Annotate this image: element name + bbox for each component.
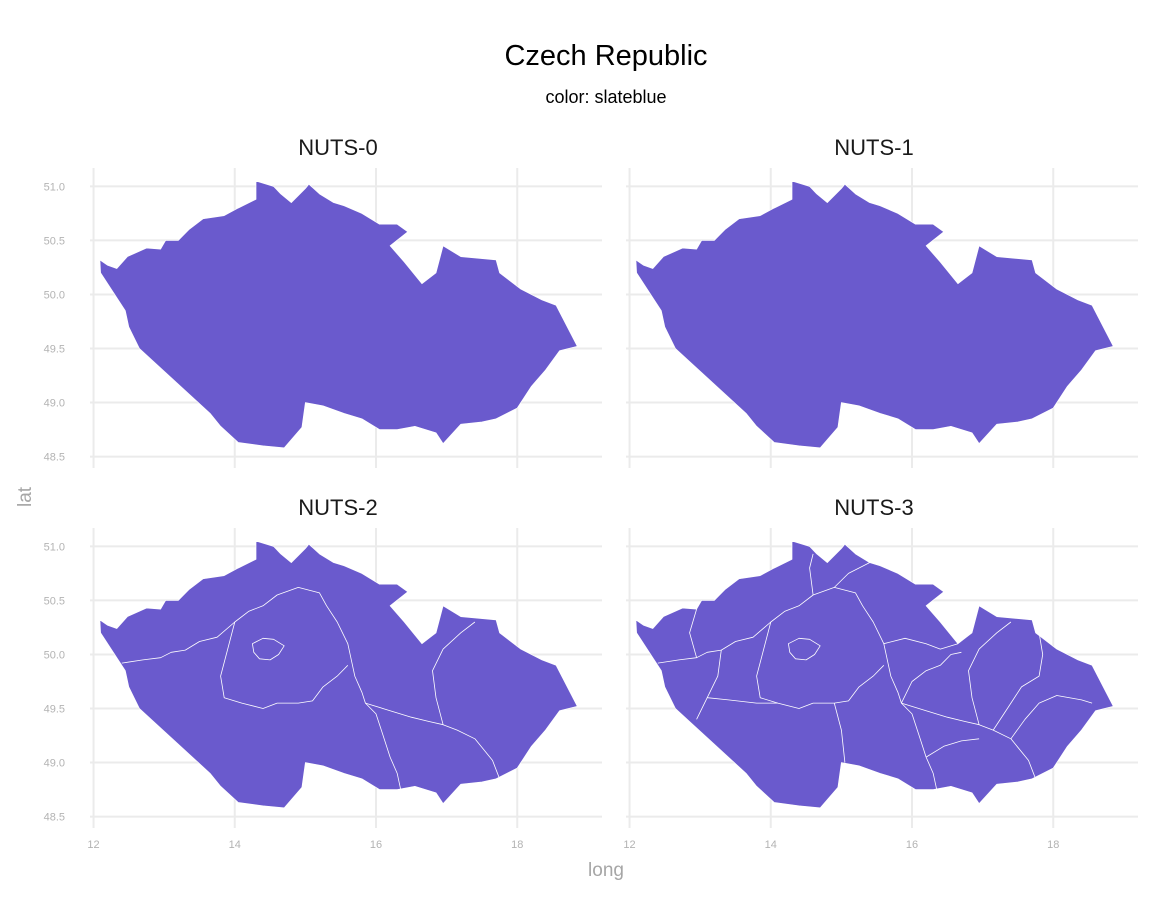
facet-panel-nuts-3: NUTS-3 12 14 16 18 — [623, 495, 1138, 851]
chart-title: Czech Republic — [504, 40, 707, 72]
x-tick-label: 14 — [765, 839, 777, 851]
y-tick-label: 51.0 — [44, 181, 65, 193]
y-tick-label: 48.5 — [44, 812, 65, 824]
subregion-border — [883, 637, 959, 650]
subregion-border — [689, 608, 697, 658]
region-border — [657, 587, 938, 790]
x-tick-label: 18 — [1047, 839, 1059, 851]
facet-panel-nuts-2: NUTS-2 48.5 49.0 49.5 50.0 50.5 51.0 12 14 16 18 — [44, 495, 602, 851]
y-tick-label: 50.0 — [44, 649, 65, 661]
subregion-border — [1010, 695, 1093, 740]
x-tick-label: 12 — [623, 839, 635, 851]
x-tick-label: 16 — [370, 839, 382, 851]
subregion-border — [992, 632, 1044, 731]
region-border — [968, 621, 1012, 725]
facet-strip-label: NUTS-2 — [298, 495, 377, 520]
y-tick-label: 50.0 — [44, 289, 65, 301]
x-tick-label: 12 — [87, 839, 99, 851]
facet-strip-label: NUTS-3 — [834, 495, 913, 520]
country-region — [99, 180, 578, 449]
y-tick-label: 49.0 — [44, 758, 65, 770]
country-region — [635, 180, 1114, 449]
chart-subtitle: color: slateblue — [545, 87, 666, 107]
x-tick-label: 14 — [229, 839, 241, 851]
subregion-border — [925, 738, 980, 758]
prague-boundary — [788, 637, 821, 661]
x-tick-label: 16 — [906, 839, 918, 851]
region-border — [432, 621, 476, 725]
y-tick-label: 49.5 — [44, 344, 65, 356]
facet-strip-label: NUTS-1 — [834, 135, 913, 160]
region-border — [220, 621, 349, 709]
region-border — [756, 621, 885, 709]
subregion-border — [834, 562, 870, 588]
subregion-border — [696, 650, 722, 720]
facet-panels: NUTS-0 48.5 49.0 49.5 50.0 50.5 51.0 NUTS-1 NUTS… — [44, 135, 1138, 851]
subregion-border — [707, 697, 778, 704]
prague-boundary — [251, 637, 285, 661]
subregion-border — [901, 651, 962, 704]
y-tick-label: 50.5 — [44, 595, 65, 607]
y-tick-label: 51.0 — [44, 541, 65, 553]
y-axis-title: lat — [15, 486, 36, 507]
subregion-border — [809, 553, 814, 596]
y-tick-label: 48.5 — [44, 452, 65, 464]
region-border — [121, 587, 402, 790]
facet-panel-nuts-1: NUTS-1 — [626, 135, 1138, 468]
subregion-border — [833, 702, 846, 763]
y-tick-label: 49.5 — [44, 704, 65, 716]
y-tick-label: 50.5 — [44, 235, 65, 247]
x-axis-title: long — [588, 860, 624, 881]
facet-panel-nuts-0: NUTS-0 48.5 49.0 49.5 50.0 50.5 51.0 — [44, 135, 602, 468]
x-tick-label: 18 — [511, 839, 523, 851]
y-tick-label: 49.0 — [44, 398, 65, 410]
facet-strip-label: NUTS-0 — [298, 135, 377, 160]
